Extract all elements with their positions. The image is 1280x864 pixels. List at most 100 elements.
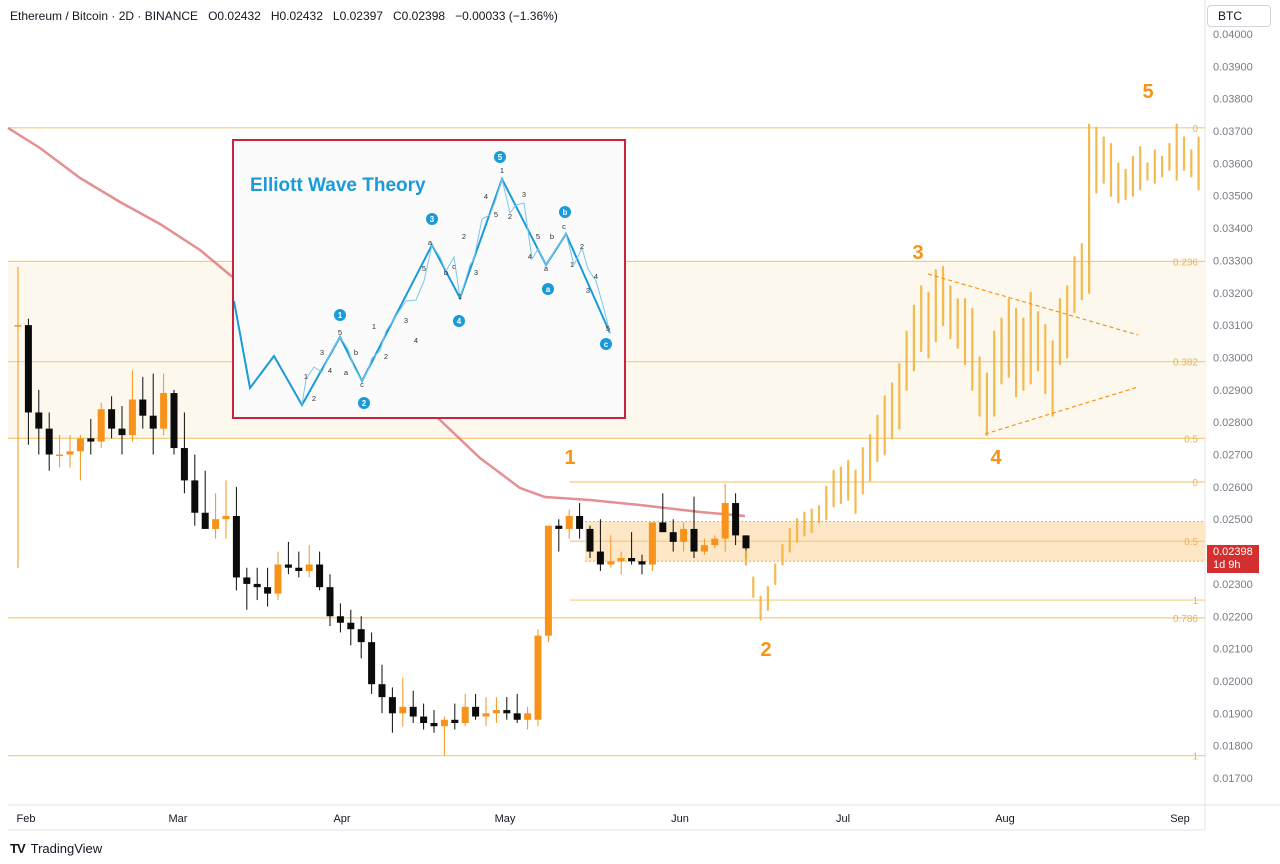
candle	[212, 493, 220, 539]
tradingview-brand[interactable]: TV TradingView	[10, 841, 102, 856]
wave-marker: 3	[426, 213, 438, 225]
price-tick-label: 0.03800	[1213, 94, 1253, 106]
candle-body	[357, 629, 365, 643]
change-value: −0.00033 (−1.36%)	[455, 9, 558, 23]
elliott-wave-diagram: 12345abc12345abc12345abc1234512345abc123…	[234, 151, 612, 409]
candle	[721, 483, 729, 552]
inset-title: Elliott Wave Theory	[250, 175, 426, 196]
candle	[680, 522, 688, 552]
currency-selector[interactable]: BTC	[1207, 5, 1271, 27]
candle	[430, 710, 438, 733]
sub-wave-label: 3	[586, 286, 590, 295]
candle	[316, 551, 324, 591]
candle-body	[180, 448, 188, 481]
close-label: C	[393, 9, 402, 23]
candle	[700, 538, 708, 555]
candle-body	[628, 558, 636, 562]
wave-marker-dot	[559, 206, 571, 218]
sub-wave-label: a	[344, 368, 349, 377]
candle	[222, 480, 230, 539]
wave-marker-label: 3	[430, 215, 435, 224]
candle-body	[24, 325, 32, 413]
time-tick-label: Mar	[169, 813, 188, 825]
candle	[628, 532, 636, 565]
wave-marker: 5	[494, 151, 506, 163]
sub-wave-label: 3	[404, 316, 408, 325]
price-tick-label: 0.03700	[1213, 126, 1253, 138]
sub-wave-label: 2	[312, 394, 316, 403]
candle-body	[264, 587, 272, 594]
candle	[128, 370, 136, 442]
candle-body	[378, 684, 386, 698]
candle-body	[659, 522, 667, 533]
candle	[108, 396, 116, 439]
triangle-upper-line	[927, 273, 1139, 336]
brand-name: TradingView	[30, 841, 103, 856]
wave-label-1: 1	[564, 447, 575, 469]
candle	[388, 687, 396, 733]
price-tick-label: 0.02100	[1213, 644, 1253, 656]
candle-body	[440, 719, 448, 727]
candle-body	[721, 503, 729, 539]
last-price-value: 0.02398	[1213, 546, 1253, 558]
candle	[160, 373, 168, 436]
wave-marker-dot	[453, 315, 465, 327]
price-tick-label: 0.01900	[1213, 708, 1253, 720]
price-tick-label: 0.03900	[1213, 61, 1253, 73]
wave-marker-dot	[600, 338, 612, 350]
candle	[378, 664, 386, 714]
fib-level-label: 1	[1192, 596, 1198, 607]
candle-body	[295, 567, 303, 571]
sub-wave-label: 1	[458, 292, 462, 301]
candle-body	[108, 409, 116, 429]
high-value: 0.02432	[279, 9, 323, 23]
candle-body	[503, 710, 511, 714]
candle	[35, 389, 43, 455]
price-tick-label: 0.02600	[1213, 482, 1253, 494]
close-value: 0.02398	[401, 9, 446, 23]
open-value: 0.02432	[217, 9, 261, 23]
sub-wave-label: 1	[500, 166, 504, 175]
currency-label: BTC	[1218, 9, 1242, 23]
candle	[170, 389, 178, 455]
fib-level-label: 0.382	[1173, 358, 1198, 369]
candle-body	[680, 528, 688, 542]
main-wave-path	[234, 176, 611, 408]
candle-body	[368, 642, 376, 685]
low-value: 0.02397	[339, 9, 383, 23]
price-tick-label: 0.03100	[1213, 320, 1253, 332]
wave-marker-label: 1	[338, 311, 343, 320]
sub-wave-label: 5	[338, 328, 342, 337]
sub-wave-label: b	[354, 348, 358, 357]
sub-wave-label: 1	[304, 372, 308, 381]
sub-wave-path	[301, 177, 611, 406]
candle-body	[243, 577, 251, 584]
candle	[274, 551, 282, 601]
candle-body	[170, 393, 178, 449]
candle-body	[326, 587, 334, 617]
candle-body	[586, 528, 594, 552]
wave-label-4: 4	[990, 447, 1002, 469]
candle	[24, 318, 32, 445]
sub-wave-label: 2	[462, 232, 466, 241]
candle-body	[388, 697, 396, 714]
candle-body	[669, 532, 677, 542]
candle-body	[534, 635, 542, 720]
wave-marker-label: 2	[362, 399, 367, 408]
candle-body	[66, 451, 74, 455]
candle-body	[35, 412, 43, 429]
sub-wave-label: c	[452, 262, 456, 271]
wave-marker-label: 4	[457, 317, 462, 326]
time-tick-label: Sep	[1170, 813, 1190, 825]
candle-body	[513, 713, 521, 720]
candle-body	[56, 454, 64, 457]
candle	[87, 418, 95, 455]
candle-body	[316, 564, 324, 588]
candle-body	[149, 415, 157, 429]
price-tick-label: 0.03300	[1213, 255, 1253, 267]
sub-wave-label: b	[444, 268, 448, 277]
price-tick-label: 0.03000	[1213, 352, 1253, 364]
candle	[586, 525, 594, 559]
